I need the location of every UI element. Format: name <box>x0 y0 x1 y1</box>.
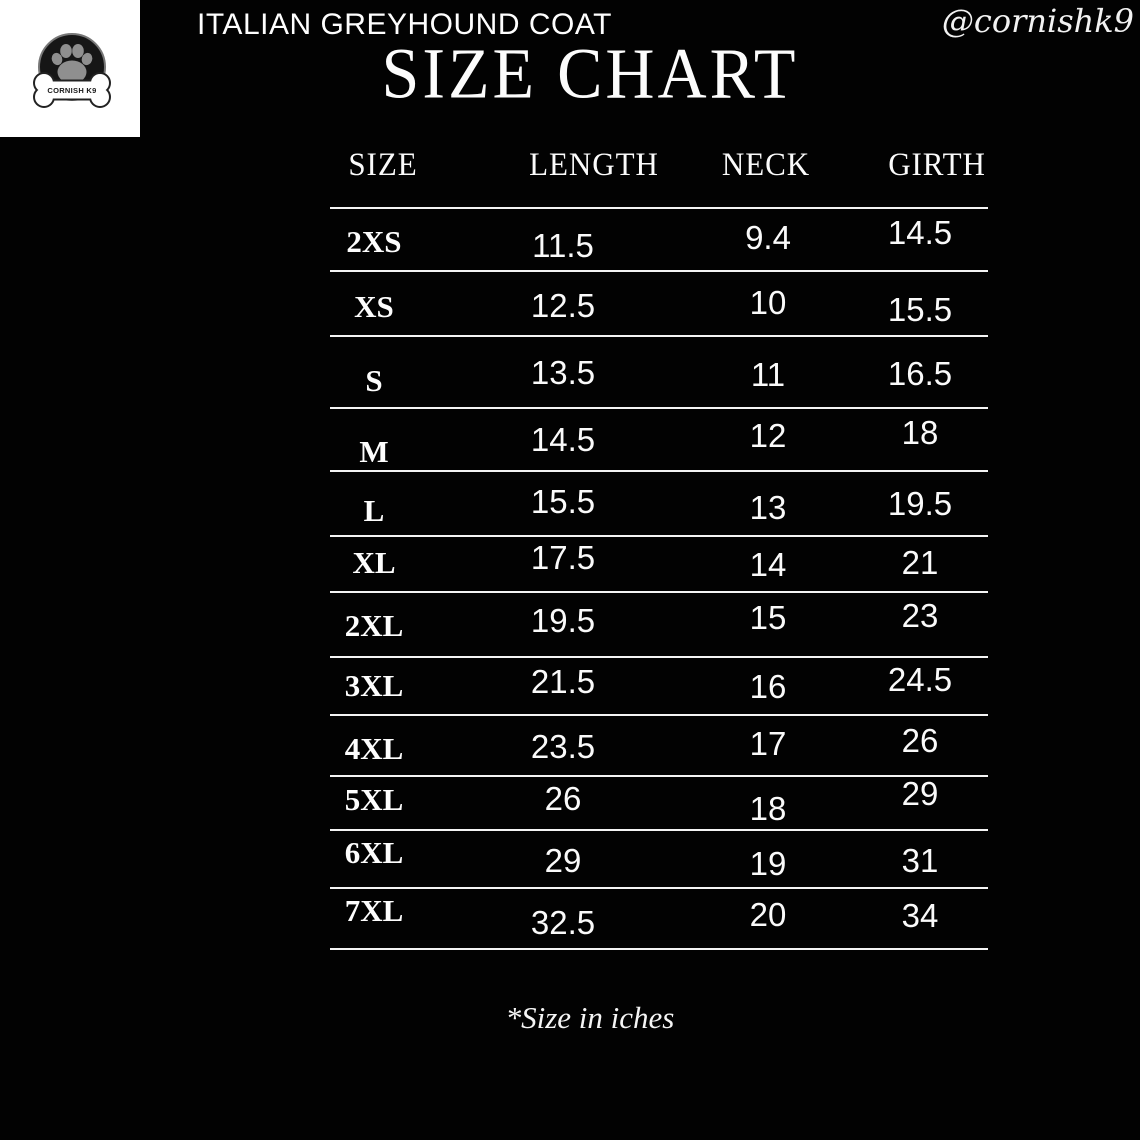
column-header-length: LENGTH <box>529 147 659 183</box>
table-row: 6XL 29 19 31 <box>325 829 990 887</box>
table-row: XS 12.5 10 15.5 <box>325 270 990 335</box>
paw-bone-logo-icon: CORNISH K9 <box>33 33 111 108</box>
cell-girth: 16.5 <box>887 355 953 392</box>
cell-girth: 14.5 <box>887 213 953 251</box>
cell-girth: 31 <box>901 842 939 879</box>
cell-neck: 14 <box>749 546 787 583</box>
table-rule <box>330 714 988 716</box>
cell-length: 29 <box>544 842 582 879</box>
brand-logo: CORNISH K9 <box>0 0 140 137</box>
table-row: 4XL 23.5 17 26 <box>325 714 990 775</box>
cell-size: 3XL <box>344 668 404 703</box>
table-row: 2XL 19.5 15 23 <box>325 591 990 656</box>
cell-neck: 15 <box>749 598 787 636</box>
cell-size: XL <box>352 545 396 580</box>
cell-neck: 17 <box>749 724 787 762</box>
cell-length: 26 <box>544 780 582 817</box>
table-rule <box>330 948 988 950</box>
table-row: L 15.5 13 19.5 <box>325 470 990 535</box>
cell-length: 14.5 <box>530 420 596 458</box>
size-table: SIZE LENGTH NECK GIRTH 2XS 11.5 9.4 14.5 XS 12.5 1… <box>325 0 990 1000</box>
cell-girth: 23 <box>901 596 939 634</box>
cell-length: 15.5 <box>530 482 596 520</box>
column-header-girth: GIRTH <box>888 147 986 183</box>
cell-length: 21.5 <box>530 663 596 700</box>
cell-length: 12.5 <box>530 286 596 324</box>
table-rule <box>330 270 988 272</box>
cell-size: 2XL <box>344 607 404 643</box>
table-rule <box>330 775 988 777</box>
cell-neck: 10 <box>749 283 787 321</box>
table-rule <box>330 335 988 337</box>
cell-neck: 20 <box>749 895 787 933</box>
cell-girth: 34 <box>901 896 939 934</box>
cell-size: 4XL <box>344 730 404 766</box>
cell-length: 19.5 <box>530 601 596 639</box>
footnote: *Size in iches <box>505 1000 675 1035</box>
cell-size: XS <box>354 288 394 324</box>
cell-length: 32.5 <box>530 903 596 941</box>
cell-neck: 11 <box>750 356 786 393</box>
column-header-neck: NECK <box>721 147 811 183</box>
page-title: SIZE CHART <box>381 32 799 114</box>
logo-text: CORNISH K9 <box>47 86 96 95</box>
bone-shape <box>35 74 109 106</box>
table-row: M 14.5 12 18 <box>325 407 990 470</box>
table-row: S 13.5 11 16.5 <box>325 335 990 407</box>
cell-girth: 29 <box>901 775 939 812</box>
table-row: 2XS 11.5 9.4 14.5 <box>325 207 990 270</box>
cell-neck: 16 <box>749 668 787 705</box>
brand-handle: @cornishk9 <box>941 2 1134 40</box>
cell-girth: 21 <box>901 544 939 581</box>
cell-girth: 26 <box>901 721 939 759</box>
table-rule <box>330 656 988 658</box>
cell-size: M <box>359 433 389 469</box>
cell-length: 23.5 <box>530 727 596 765</box>
cell-size: 7XL <box>344 892 404 928</box>
table-rule <box>330 407 988 409</box>
cell-neck: 18 <box>749 790 787 827</box>
table-row: 3XL 21.5 16 24.5 <box>325 656 990 714</box>
cell-neck: 13 <box>749 488 787 526</box>
column-header-size: SIZE <box>348 147 418 183</box>
cell-neck: 12 <box>749 416 787 454</box>
paw-icon <box>51 44 93 84</box>
cell-size: L <box>363 492 385 528</box>
cell-length: 11.5 <box>532 226 594 264</box>
table-row: 5XL 26 18 29 <box>325 775 990 829</box>
cell-size: S <box>365 363 383 398</box>
table-rule <box>330 887 988 889</box>
table-rule <box>330 207 988 209</box>
cell-girth: 19.5 <box>887 484 953 522</box>
table-rule <box>330 535 988 537</box>
table-row: XL 17.5 14 21 <box>325 535 990 591</box>
table-rule <box>330 591 988 593</box>
product-title: ITALIAN GREYHOUND COAT <box>197 8 612 41</box>
cell-size: 5XL <box>344 782 404 817</box>
table-rule <box>330 829 988 831</box>
cell-girth: 18 <box>901 413 939 451</box>
cell-girth: 24.5 <box>887 661 953 698</box>
cell-size: 6XL <box>344 835 404 870</box>
cell-size: 2XS <box>346 223 402 259</box>
cell-length: 13.5 <box>530 354 596 391</box>
cell-length: 17.5 <box>530 539 596 576</box>
cell-neck: 9.4 <box>745 218 791 256</box>
cell-neck: 19 <box>749 845 787 882</box>
cell-girth: 15.5 <box>887 290 953 328</box>
table-row: 7XL 32.5 20 34 <box>325 887 990 948</box>
table-rule <box>330 470 988 472</box>
